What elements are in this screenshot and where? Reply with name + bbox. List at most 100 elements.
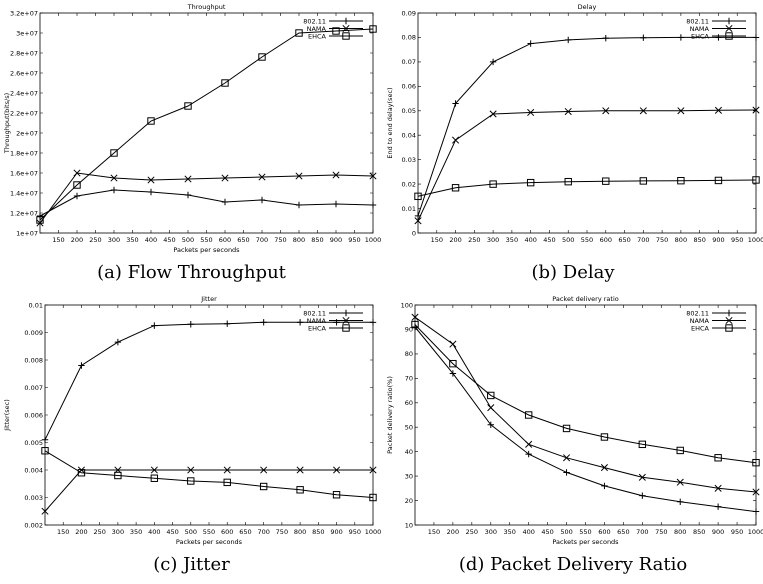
data-point-ehca	[36, 216, 44, 224]
data-point-ehca	[449, 359, 457, 368]
legend-label-nama: NAMA	[307, 25, 327, 33]
data-point-ehca	[414, 192, 422, 201]
data-point-ehca	[184, 102, 192, 110]
legend-label-ehca: EHCA	[308, 324, 327, 332]
legend-marker-ehca	[342, 32, 350, 40]
x-tick-label: 650	[239, 528, 251, 536]
legend-label-nama: NAMA	[690, 25, 710, 33]
series-line-nama	[39, 172, 374, 224]
series-802-11	[414, 34, 760, 220]
data-point-nama	[184, 175, 192, 183]
x-tick-label: 950	[348, 236, 360, 244]
data-point-802-11	[677, 498, 684, 505]
data-point-802-11	[151, 322, 158, 329]
x-tick-label: 650	[237, 236, 249, 244]
data-point-nama	[414, 217, 422, 225]
data-point-ehca	[369, 25, 377, 33]
y-tick-label: 1.8e+07	[10, 149, 38, 157]
x-tick-label: 900	[712, 236, 724, 244]
data-point-802-11	[752, 34, 760, 41]
data-point-nama	[564, 107, 572, 116]
plot-frame	[39, 12, 374, 234]
x-tick-label: 450	[166, 528, 178, 536]
data-point-ehca	[295, 29, 303, 37]
x-tick-label: 400	[524, 236, 536, 244]
y-tick-label: 80	[405, 350, 413, 358]
data-point-ehca	[41, 447, 49, 455]
data-point-ehca	[602, 177, 610, 185]
data-point-nama	[369, 466, 377, 474]
legend-marker-nama	[725, 24, 733, 33]
y-tick-label: 0.03	[402, 156, 416, 164]
y-tick-label: 0.05	[402, 107, 416, 115]
data-point-ehca	[411, 320, 419, 329]
x-tick-label: 600	[598, 528, 610, 536]
series-line-nama	[417, 109, 757, 222]
data-point-ehca	[451, 184, 460, 192]
y-tick-label: 0.007	[24, 384, 43, 392]
y-tick-label: 50	[405, 424, 413, 432]
legend-marker-802-11	[342, 309, 350, 317]
y-axis-title: Throughput(bits/s)	[3, 93, 11, 154]
data-point-ehca	[677, 176, 685, 185]
data-point-ehca	[638, 440, 647, 449]
data-point-802-11	[332, 200, 340, 208]
data-point-nama	[296, 466, 304, 474]
x-tick-label: 200	[449, 236, 461, 244]
x-tick-label: 950	[731, 528, 743, 536]
data-point-802-11	[487, 421, 494, 428]
data-point-nama	[260, 466, 268, 474]
throughput-caption: (a) Flow Throughput	[97, 262, 286, 283]
series-nama	[411, 313, 760, 496]
y-tick-label: 2e+07	[16, 129, 38, 137]
x-tick-label: 650	[618, 236, 630, 244]
data-point-ehca	[752, 458, 760, 467]
data-point-nama	[295, 172, 303, 180]
data-point-nama	[333, 466, 341, 474]
data-point-nama	[258, 173, 266, 181]
series-line-802-11	[44, 321, 373, 441]
y-tick-label: 1.6e+07	[10, 169, 38, 177]
data-point-ehca	[752, 176, 760, 184]
x-tick-label: 300	[108, 236, 120, 244]
x-axis-title: Packets per seconds	[176, 538, 243, 546]
y-tick-label: 0.08	[402, 34, 416, 42]
legend-label-nama: NAMA	[307, 317, 327, 325]
data-point-nama	[489, 110, 497, 118]
series-line-nama	[414, 316, 757, 493]
data-point-802-11	[715, 34, 722, 41]
throughput-chart: Throughput 150 200 250 300 350 400 450 500 550 600…	[3, 3, 381, 254]
y-tick-label: 0.005	[24, 439, 43, 447]
series-802-11	[36, 186, 377, 220]
x-tick-label: 300	[112, 528, 124, 536]
data-point-802-11	[525, 450, 532, 458]
data-point-nama	[638, 473, 646, 481]
plot-frame	[414, 304, 757, 526]
x-tick-label: 250	[89, 236, 101, 244]
y-tick-label: 3.2e+07	[10, 9, 38, 17]
series-line-nama	[44, 469, 373, 512]
data-point-802-11	[114, 338, 122, 346]
y-tick-label: 1e+07	[16, 229, 38, 237]
x-tick-label: 250	[468, 236, 480, 244]
x-tick-label: 1000	[748, 236, 763, 244]
y-tick-label: 0.002	[24, 521, 43, 529]
x-tick-label: 550	[579, 528, 591, 536]
y-tick-label: 2.2e+07	[10, 109, 38, 117]
y-axis-title: Packet delivery ratio(%)	[386, 376, 394, 454]
data-point-nama	[563, 454, 571, 462]
y-tick-label: 0.01	[29, 301, 43, 309]
y-tick-label: 2.8e+07	[10, 49, 38, 57]
data-point-ehca	[110, 149, 118, 157]
y-tick-label: 60	[405, 399, 413, 407]
data-point-ehca	[147, 117, 155, 125]
plot-frame	[417, 12, 757, 234]
y-tick-label: 0.07	[402, 58, 416, 66]
x-tick-label: 500	[560, 528, 572, 536]
data-point-nama	[332, 171, 340, 179]
data-point-nama	[41, 507, 49, 515]
data-point-802-11	[527, 40, 534, 47]
data-point-ehca	[562, 424, 571, 433]
jitter-chart: Jitter 150 200 250 300 350 400 450 500 550 600 650 7…	[3, 295, 381, 546]
series-nama	[414, 106, 760, 225]
